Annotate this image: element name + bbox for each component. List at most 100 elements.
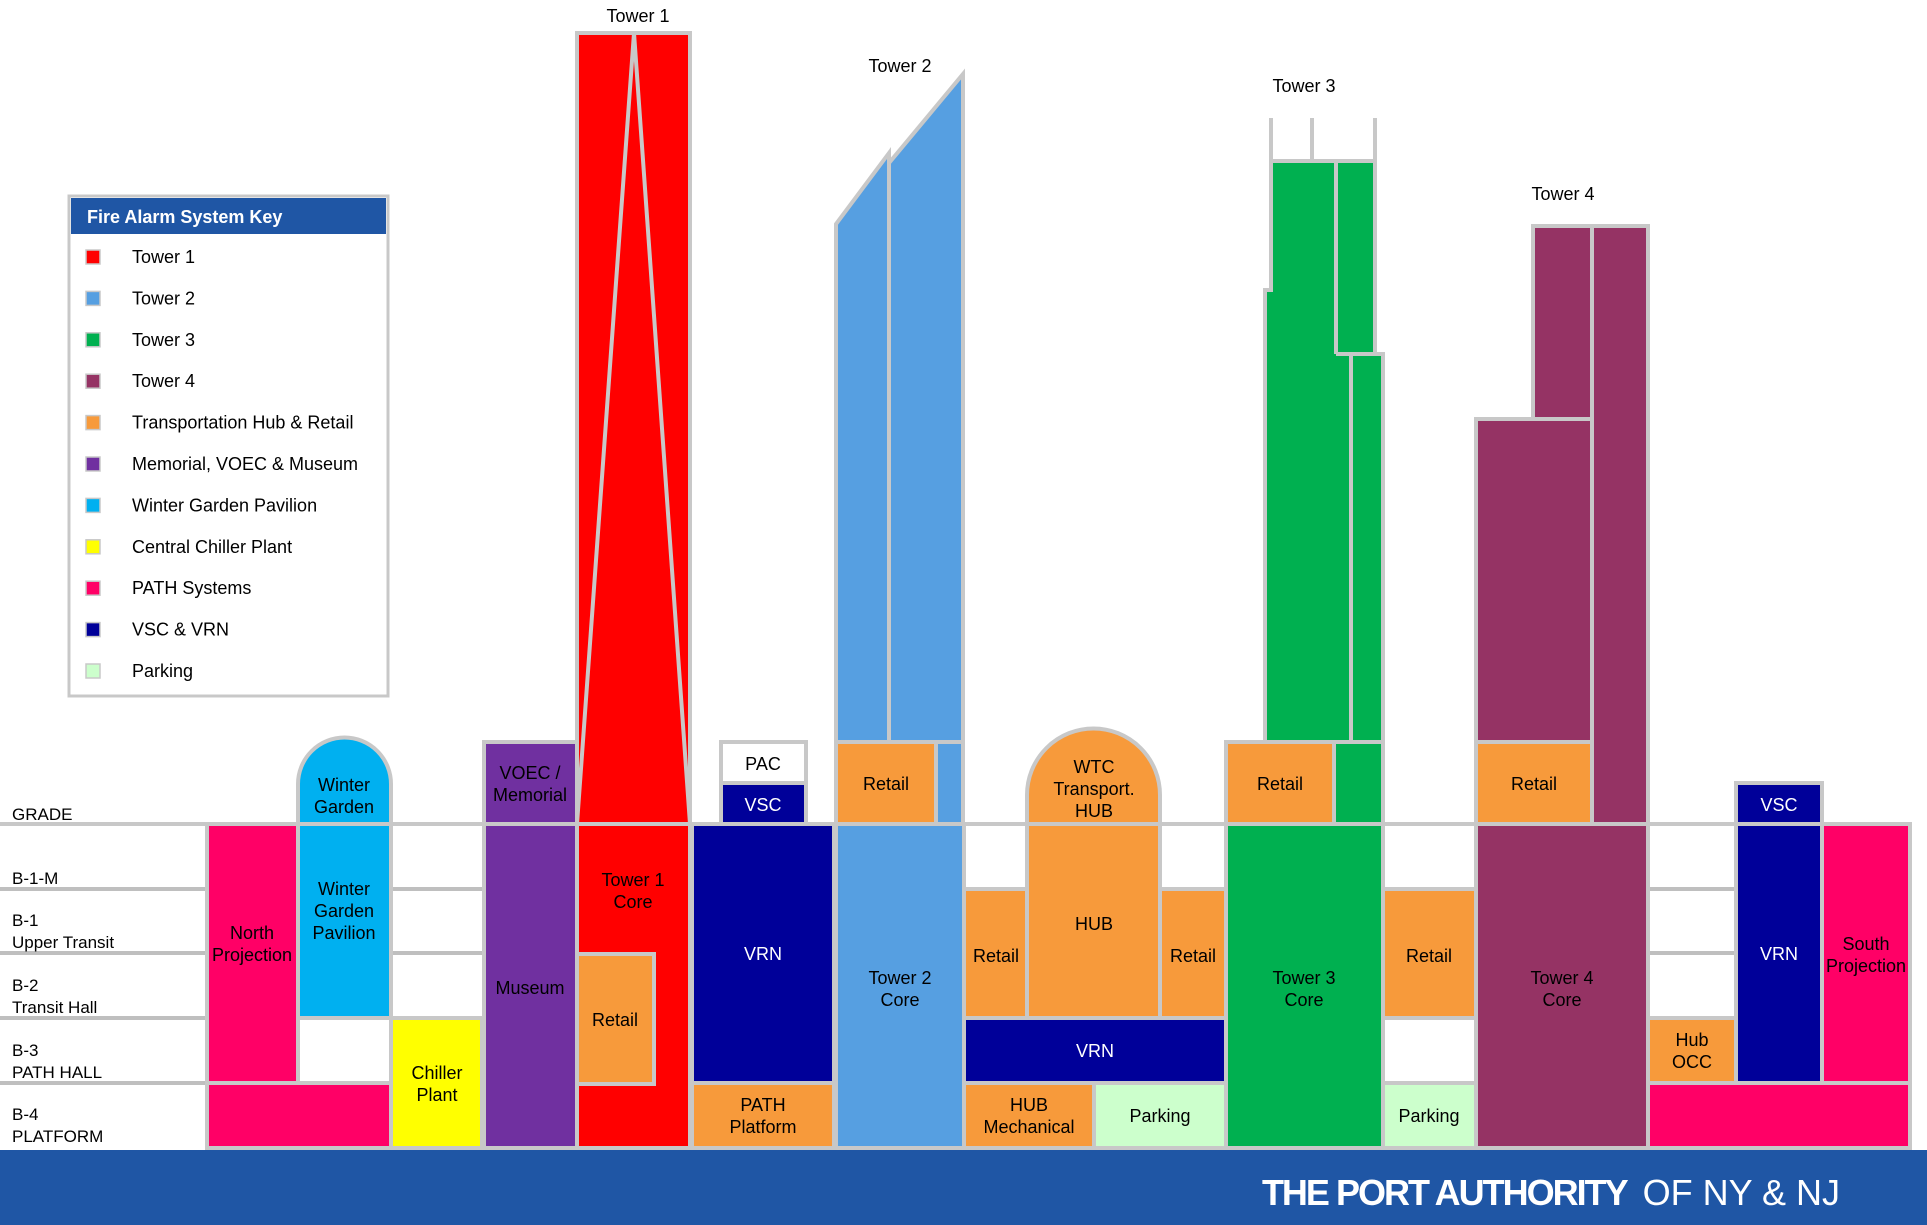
- legend-item: Transportation Hub & Retail: [85, 413, 353, 433]
- hub-vrn: [962, 1016, 1228, 1085]
- legend-item: Winter Garden Pavilion: [85, 495, 317, 515]
- tower-2-upper-blue: [934, 740, 965, 826]
- text-line: HUB: [1075, 801, 1113, 821]
- text-line: B-1: [12, 911, 38, 930]
- text-line: Core: [1284, 990, 1323, 1010]
- text-line: Tower 1: [601, 870, 664, 890]
- text-line: Transport.: [1053, 779, 1134, 799]
- legend-item: Tower 4: [85, 371, 195, 391]
- label-t1-core: Tower 1 Core: [601, 870, 664, 912]
- text-line: Platform: [729, 1117, 796, 1137]
- legend-title: Fire Alarm System Key: [87, 207, 282, 227]
- footer-logo-bold: THE PORT AUTHORITY: [1262, 1172, 1629, 1213]
- label-wg-pavilion: Winter Garden Pavilion: [312, 879, 375, 943]
- tower-2-shaft: [834, 68, 965, 744]
- label-parking-right: Parking: [1398, 1106, 1459, 1126]
- text-line: Mechanical: [983, 1117, 1074, 1137]
- tower-titles: Tower 1 Tower 2 Tower 3 Tower 4: [606, 6, 1594, 204]
- text-line: PLATFORM: [12, 1127, 103, 1146]
- text-line: OCC: [1672, 1052, 1712, 1072]
- level-label-b2: B-2 Transit Hall: [12, 976, 97, 1017]
- legend-swatch: [85, 497, 101, 514]
- label-hub-mech: HUB Mechanical: [983, 1095, 1074, 1137]
- text-line: Projection: [1826, 956, 1906, 976]
- legend-swatch: [85, 373, 101, 389]
- tower-3-upper-green: [1332, 740, 1385, 826]
- legend-label: Memorial, VOEC & Museum: [132, 454, 358, 474]
- tower-1-chevron: [575, 32, 692, 825]
- legend-box: [67, 194, 390, 698]
- label-t4-core: Tower 4 Core: [1530, 968, 1593, 1010]
- tower-1-shaft: [575, 31, 692, 826]
- text-line: B-4: [12, 1105, 38, 1124]
- label-vsc-right: VSC: [1760, 795, 1797, 815]
- legend-label: Winter Garden Pavilion: [132, 495, 317, 515]
- label-south-projection: South Projection: [1826, 934, 1906, 976]
- vsc-right: [1734, 781, 1824, 826]
- legend-label: Tower 4: [132, 371, 195, 391]
- label-retail-b1: Retail: [1406, 946, 1452, 966]
- text-line: VOEC /: [499, 763, 560, 783]
- label-vrn-left: VRN: [744, 944, 782, 964]
- text-line: Tower 3: [1272, 968, 1335, 988]
- label-hub-vrn: VRN: [1076, 1041, 1114, 1061]
- hub-dome: [1025, 726, 1162, 826]
- voec-memorial: [482, 740, 579, 826]
- label-hub-occ: Hub OCC: [1672, 1030, 1712, 1072]
- legend-swatch: [85, 249, 101, 265]
- text-line: Winter: [318, 775, 370, 795]
- label-t4-retail: Retail: [1511, 774, 1557, 794]
- legend-swatch: [85, 621, 101, 638]
- label-chiller: Chiller Plant: [411, 1063, 462, 1105]
- north-approach: [205, 1081, 393, 1150]
- chiller-plant: [389, 1016, 484, 1150]
- zone-labels: Winter Garden Winter Garden Pavilion North P…: [212, 754, 1906, 1137]
- hub-retail-right: [1158, 887, 1228, 1020]
- legend-label: PATH Systems: [132, 578, 251, 598]
- south-approach: [1646, 1081, 1912, 1150]
- footer-logo-rest: OF NY & NJ: [1643, 1172, 1840, 1213]
- text-line: Garden: [314, 901, 374, 921]
- text-line: Memorial: [493, 785, 567, 805]
- text-line: Plant: [416, 1085, 457, 1105]
- label-hub-retail-right: Retail: [1170, 946, 1216, 966]
- hub-occ: [1646, 1016, 1738, 1085]
- label-wg-dome: Winter Garden: [314, 775, 374, 817]
- label-museum: Museum: [495, 978, 564, 998]
- footer: THE PORT AUTHORITY OF NY & NJ: [0, 1150, 1927, 1225]
- retail-b1: [1381, 887, 1478, 1020]
- wg-dome: [296, 735, 393, 826]
- level-label-b1: B-1 Upper Transit: [12, 911, 114, 952]
- label-north-projection: North Projection: [212, 923, 292, 965]
- legend-item: Central Chiller Plant: [85, 537, 292, 557]
- label-t3-core: Tower 3 Core: [1272, 968, 1335, 1010]
- tower-1-retail: [575, 952, 656, 1086]
- level-label-grade: GRADE: [12, 805, 72, 824]
- legend-label: Tower 3: [132, 330, 195, 350]
- legend-swatch: [85, 290, 101, 307]
- footer-bar: [0, 1150, 1927, 1225]
- path-platform: [690, 1081, 836, 1150]
- legend-label: Transportation Hub & Retail: [132, 413, 353, 433]
- tower-3-core: [1224, 822, 1385, 1150]
- label-vsc-left: VSC: [744, 795, 781, 815]
- legend-swatch: [85, 663, 101, 679]
- level-label-b3: B-3 PATH HALL: [12, 1041, 102, 1082]
- footer-logo: THE PORT AUTHORITY OF NY & NJ: [1262, 1172, 1840, 1213]
- legend-swatch: [85, 539, 101, 555]
- text-line: Hub: [1675, 1030, 1708, 1050]
- tower-4-title: Tower 4: [1531, 184, 1594, 204]
- legend-item: VSC & VRN: [85, 620, 229, 640]
- text-line: South: [1842, 934, 1889, 954]
- label-hub-dome: WTC Transport. HUB: [1053, 757, 1134, 821]
- legend-item: Tower 3: [85, 330, 195, 350]
- label-hub-retail-left: Retail: [973, 946, 1019, 966]
- legend-item: PATH Systems: [85, 578, 251, 598]
- legend-item: Tower 1: [85, 247, 195, 267]
- text-line: Tower 2: [868, 968, 931, 988]
- legend-swatch: [85, 456, 101, 472]
- tower-2-title: Tower 2: [868, 56, 931, 76]
- parking-right: [1381, 1081, 1478, 1150]
